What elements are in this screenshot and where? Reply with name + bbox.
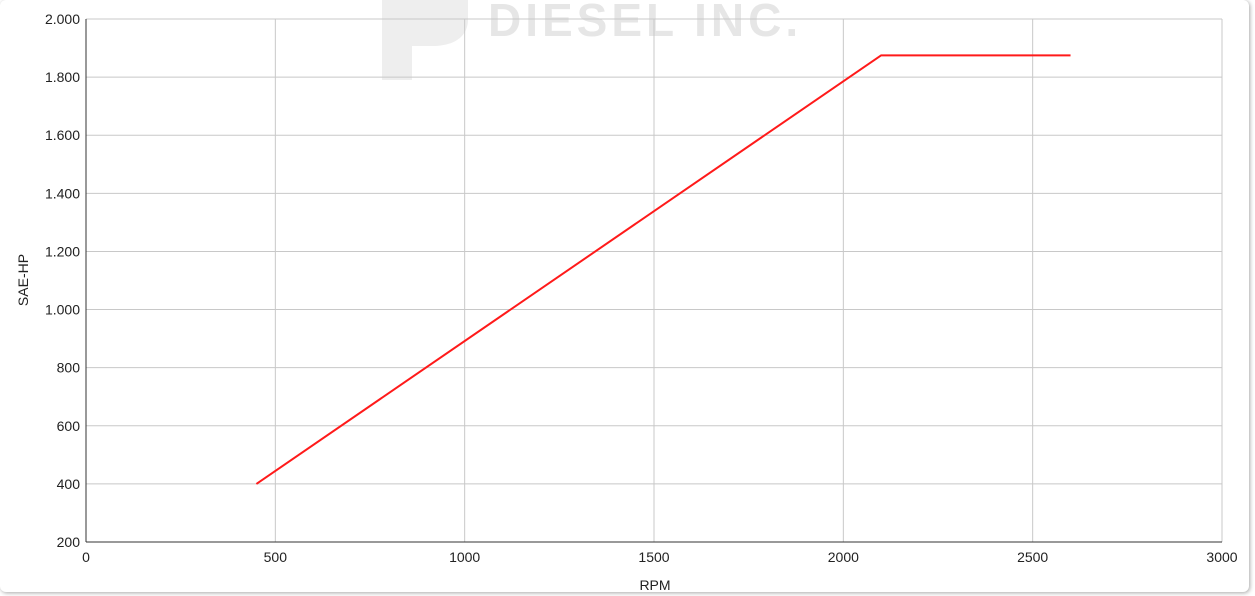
y-tick-label: 1.600 <box>45 127 80 143</box>
series-layer <box>255 54 1071 485</box>
y-tick-label: 1.400 <box>45 185 80 201</box>
y-tick-label: 400 <box>57 476 81 492</box>
x-tick-label: 3000 <box>1206 549 1237 565</box>
y-tick-labels: 200 400 600 800 1.000 1.200 1.400 1.600 1.800 2.0… <box>45 11 80 550</box>
x-tick-label: 1000 <box>449 549 480 565</box>
x-tick-label: 2000 <box>828 549 859 565</box>
series-line <box>255 54 1071 485</box>
y-tick-label: 600 <box>57 418 81 434</box>
watermark-logo-mark <box>382 0 468 80</box>
y-tick-label: 1.000 <box>45 302 80 318</box>
x-axis-title: RPM <box>639 577 670 592</box>
x-tick-label: 2500 <box>1017 549 1048 565</box>
x-tick-label: 0 <box>82 549 90 565</box>
x-tick-labels: 0 500 1000 1500 2000 2500 3000 <box>82 549 1238 565</box>
x-tick-label: 500 <box>264 549 288 565</box>
y-tick-label: 1.800 <box>45 69 80 85</box>
watermark-text: DIESEL INC. <box>488 0 802 46</box>
watermark: DIESEL INC. <box>382 0 802 80</box>
y-tick-label: 1.200 <box>45 243 80 259</box>
y-tick-label: 800 <box>57 360 81 376</box>
y-tick-label: 200 <box>57 534 81 550</box>
gridlines <box>85 18 1223 543</box>
x-tick-label: 1500 <box>638 549 669 565</box>
y-tick-label: 2.000 <box>45 11 80 27</box>
y-axis-title: SAE-HP <box>15 254 31 306</box>
plot-border <box>85 19 1222 543</box>
